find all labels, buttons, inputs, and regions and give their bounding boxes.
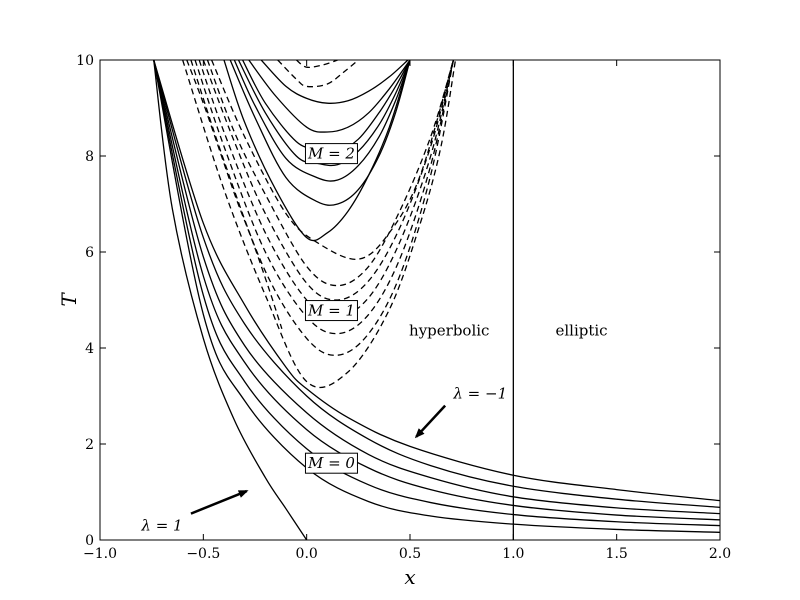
series-line-1: [153, 60, 720, 533]
annotation-text-1: λ = −1: [452, 385, 507, 403]
x-tick-label-0: −1.0: [83, 546, 117, 562]
series-line-0: [153, 60, 308, 540]
boxed-label-text-0: M = 0: [307, 454, 355, 472]
y-tick-label-5: 10: [76, 53, 94, 69]
series-line-5: [153, 60, 720, 509]
series-line-4: [153, 60, 720, 515]
region-label-0: hyperbolic: [409, 322, 489, 340]
series-line-15: [229, 60, 411, 206]
series-line-17: [237, 60, 411, 167]
x-tick-label-1: −0.5: [186, 546, 220, 562]
y-tick-label-1: 2: [85, 437, 94, 453]
x-tick-label-2: 0.0: [296, 546, 318, 562]
x-tick-label-6: 2.0: [709, 546, 731, 562]
series-line-11: [202, 60, 455, 301]
region-label-1: elliptic: [555, 322, 607, 340]
series-line-2: [153, 60, 720, 527]
series-line-21: [277, 60, 359, 88]
series-line-8: [190, 60, 455, 356]
y-tick-label-0: 0: [85, 533, 94, 549]
x-tick-label-3: 0.5: [399, 546, 421, 562]
series-line-7: [182, 60, 457, 389]
series-line-19: [248, 60, 411, 133]
x-tick-label-4: 1.0: [502, 546, 524, 562]
series-line-13: [211, 60, 455, 260]
series-line-12: [206, 60, 455, 287]
boxed-label-text-1: M = 1: [307, 302, 355, 320]
boxed-label-0: M = 0: [304, 452, 358, 474]
boxed-label-frame-0: [304, 452, 358, 474]
x-tick-label-5: 1.5: [606, 546, 628, 562]
x-axis-label: x: [404, 565, 415, 589]
y-tick-label-3: 6: [85, 245, 94, 261]
series-line-14: [223, 60, 411, 242]
annotation-arrow-1: [414, 404, 447, 439]
boxed-label-frame-2: [304, 143, 358, 165]
annotation-layer: λ = 1 λ = −1: [140, 385, 507, 535]
series-line-22: [295, 60, 338, 69]
y-tick-label-2: 4: [85, 341, 94, 357]
series-line-20: [260, 60, 409, 104]
annotation-arrow-0: [190, 489, 249, 515]
boxed-label-1: M = 1: [304, 300, 358, 322]
ticks-layer: −1.0 −0.5 0.0 0.5 1.0 1.5 2.0 0 2 4 6 8 10: [76, 53, 731, 562]
series-line-3: [153, 60, 720, 521]
boxed-label-frame-1: [304, 300, 358, 322]
y-tick-label-4: 8: [85, 149, 94, 165]
series-line-23: [186, 60, 283, 330]
series-layer: [153, 60, 720, 540]
series-line-9: [194, 60, 455, 335]
boxed-label-text-2: M = 2: [307, 145, 355, 163]
boxed-label-2: M = 2: [304, 143, 358, 165]
series-line-16: [233, 60, 411, 182]
annotation-text-0: λ = 1: [140, 517, 182, 535]
series-line-6: [153, 60, 720, 502]
y-axis-label: T: [57, 292, 81, 307]
